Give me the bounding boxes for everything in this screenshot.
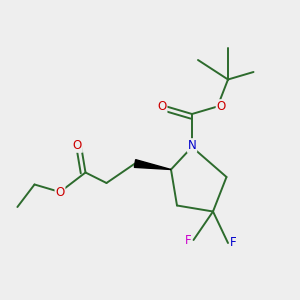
Text: O: O xyxy=(73,139,82,152)
Text: F: F xyxy=(185,233,191,247)
Text: O: O xyxy=(217,100,226,113)
Text: O: O xyxy=(56,185,64,199)
Polygon shape xyxy=(134,160,171,170)
Text: F: F xyxy=(230,236,237,250)
Text: O: O xyxy=(158,100,166,113)
Text: N: N xyxy=(188,139,196,152)
